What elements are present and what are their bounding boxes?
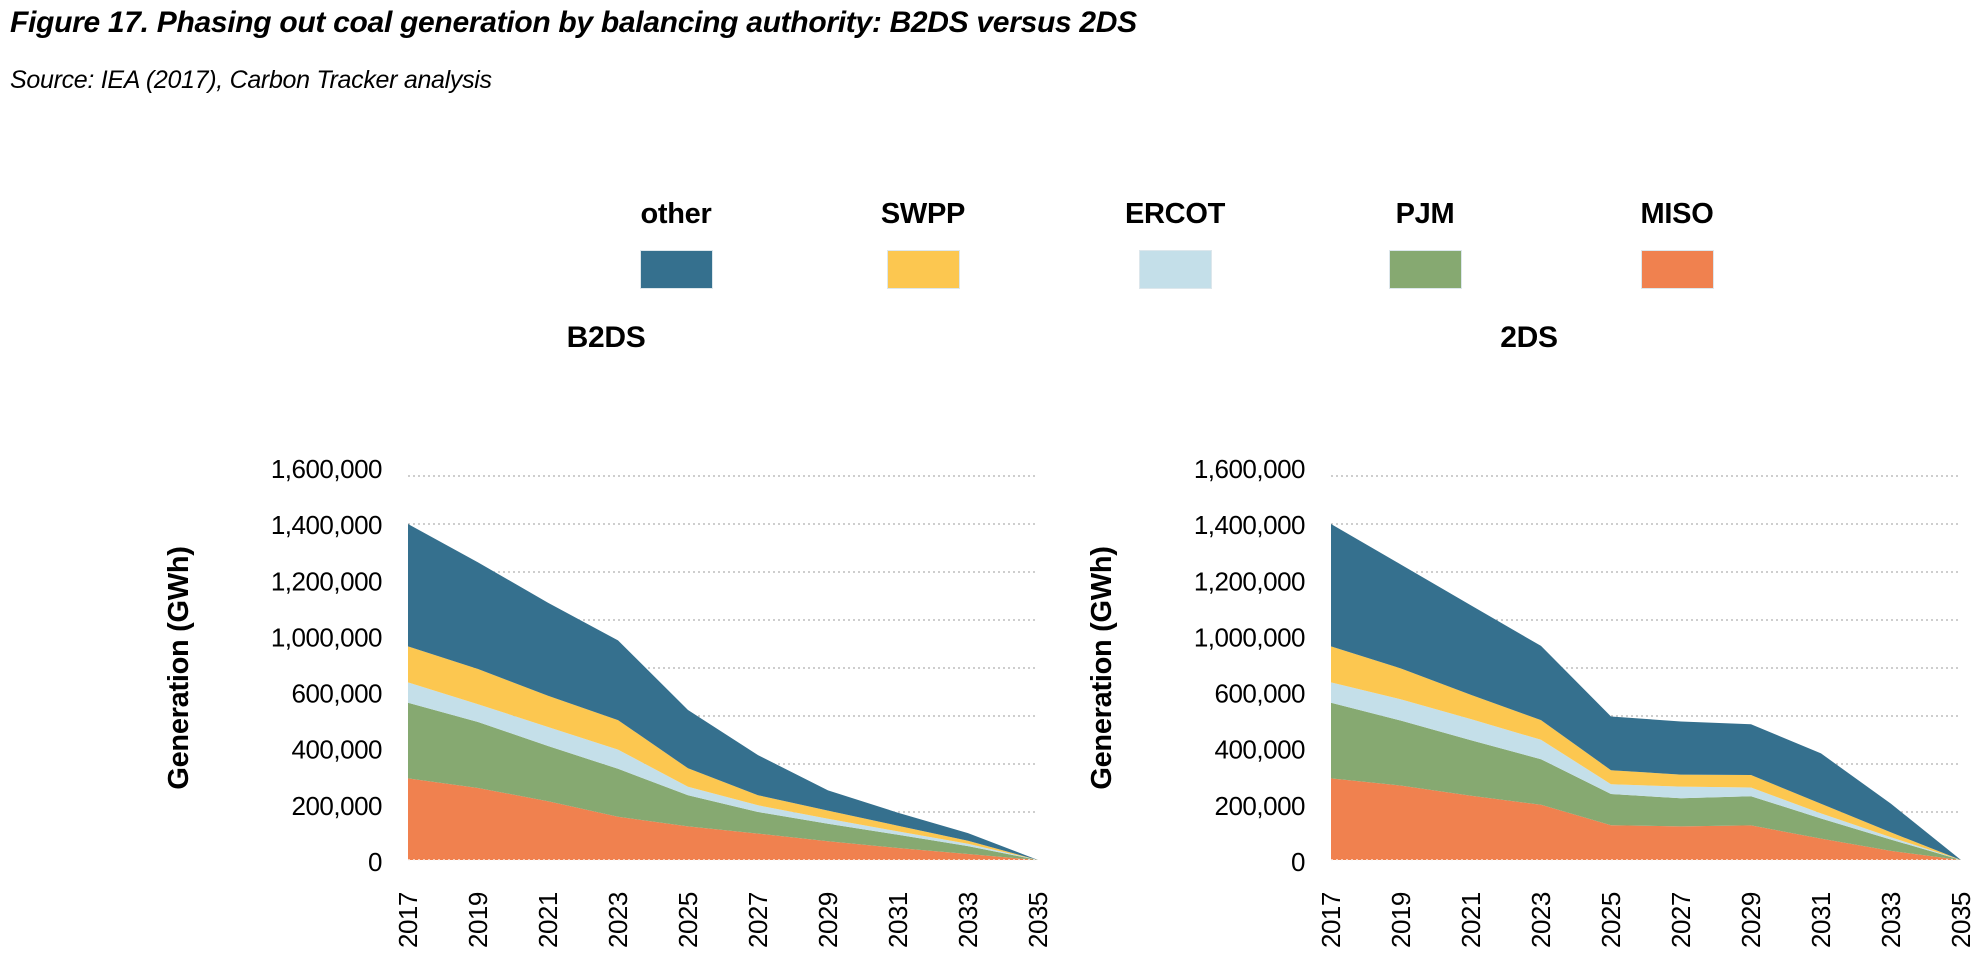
area-pjm xyxy=(408,702,1038,860)
legend-label-miso: MISO xyxy=(1640,198,1714,230)
x-tick-label: 2027 xyxy=(1666,892,1696,948)
x-tick-label: 2021 xyxy=(1456,892,1486,948)
chart-b2ds-svg: B2DS 1,600,000 1,400,000 1,200,000 1,000,000… xyxy=(163,321,1053,948)
x-tick-label: 2027 xyxy=(743,892,773,948)
legend-label-pjm: PJM xyxy=(1395,198,1455,230)
legend-swatch-miso xyxy=(1640,250,1714,289)
legend-item-ercot: ERCOT xyxy=(1105,196,1245,289)
legend-label-swpp: SWPP xyxy=(880,198,966,230)
legend-label-other: other xyxy=(640,198,712,230)
y-tick-label: 400,000 xyxy=(292,735,383,765)
area-swpp xyxy=(1331,646,1961,860)
x-tick-label: 2025 xyxy=(673,892,703,948)
y-tick-label: 400,000 xyxy=(1215,735,1306,765)
y-tick-label: 1,200,000 xyxy=(1194,566,1305,596)
chart-2ds: 2DS 1,600,000 1,400,000 1,200,000 1,000,000 6… xyxy=(1053,300,1983,958)
x-tick-label: 2029 xyxy=(813,892,843,948)
y-axis-title: Generation (GWh) xyxy=(1086,546,1118,789)
y-tick-label: 1,200,000 xyxy=(271,566,382,596)
y-tick-label: 600,000 xyxy=(292,679,383,709)
area-other xyxy=(1331,524,1961,860)
y-tick-label: 0 xyxy=(1291,847,1305,877)
x-tick-label: 2023 xyxy=(1526,892,1556,948)
legend-item-pjm: PJM xyxy=(1355,196,1495,289)
y-tick-label: 0 xyxy=(368,847,382,877)
x-tick-label: 2033 xyxy=(1876,892,1906,948)
area-ercot xyxy=(1331,682,1961,860)
chart-title: B2DS xyxy=(567,321,646,354)
legend-item-miso: MISO xyxy=(1607,196,1747,289)
legend-swatch-swpp xyxy=(886,250,960,289)
chart-2ds-svg: 2DS 1,600,000 1,400,000 1,200,000 1,000,000 6… xyxy=(1086,321,1976,948)
x-tick-label: 2031 xyxy=(883,892,913,948)
chart-title: 2DS xyxy=(1500,321,1557,354)
x-tick-label: 2035 xyxy=(1023,892,1053,948)
y-tick-label: 200,000 xyxy=(1215,791,1306,821)
y-tick-label: 1,600,000 xyxy=(271,454,382,484)
x-tick-label: 2017 xyxy=(393,892,423,948)
x-tick-label: 2033 xyxy=(953,892,983,948)
area-miso xyxy=(408,778,1038,860)
x-tick-label: 2019 xyxy=(1386,892,1416,948)
y-tick-label: 1,600,000 xyxy=(1194,454,1305,484)
y-tick-label: 200,000 xyxy=(292,791,383,821)
y-tick-label: 1,400,000 xyxy=(1194,510,1305,540)
y-axis-title: Generation (GWh) xyxy=(163,546,195,789)
legend-swatch-other xyxy=(639,250,713,289)
figure-source: Source: IEA (2017), Carbon Tracker analy… xyxy=(10,66,492,94)
area-miso xyxy=(1331,778,1961,860)
area-pjm xyxy=(1331,702,1961,860)
chart-b2ds: B2DS 1,600,000 1,400,000 1,200,000 1,000,000… xyxy=(130,300,1060,958)
y-tick-label: 1,000,000 xyxy=(271,622,382,652)
x-tick-label: 2023 xyxy=(603,892,633,948)
legend-swatch-pjm xyxy=(1388,250,1462,289)
figure-title: Figure 17. Phasing out coal generation b… xyxy=(10,6,1137,39)
legend-swatch-ercot xyxy=(1138,250,1212,289)
legend-item-swpp: SWPP xyxy=(853,196,993,289)
x-tick-label: 2025 xyxy=(1596,892,1626,948)
x-tick-label: 2021 xyxy=(533,892,563,948)
x-tick-label: 2017 xyxy=(1316,892,1346,948)
x-tick-label: 2029 xyxy=(1736,892,1766,948)
y-tick-label: 1,400,000 xyxy=(271,510,382,540)
y-tick-label: 1,000,000 xyxy=(1194,622,1305,652)
legend-label-ercot: ERCOT xyxy=(1124,198,1225,230)
area-swpp xyxy=(408,646,1038,860)
x-tick-label: 2031 xyxy=(1806,892,1836,948)
x-tick-label: 2035 xyxy=(1946,892,1976,948)
legend-item-other: other xyxy=(606,196,746,289)
y-tick-label: 600,000 xyxy=(1215,679,1306,709)
x-tick-label: 2019 xyxy=(463,892,493,948)
